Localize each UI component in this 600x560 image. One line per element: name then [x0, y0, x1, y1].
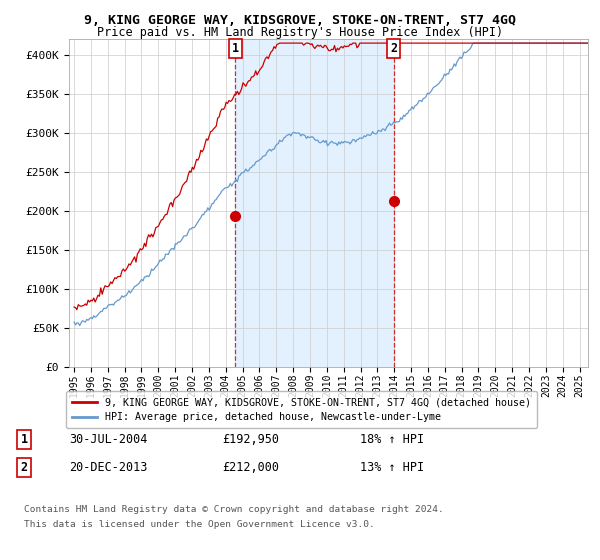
- Text: 2: 2: [390, 42, 397, 55]
- Text: 30-JUL-2004: 30-JUL-2004: [69, 433, 148, 446]
- Text: Contains HM Land Registry data © Crown copyright and database right 2024.: Contains HM Land Registry data © Crown c…: [24, 505, 444, 514]
- Text: Price paid vs. HM Land Registry's House Price Index (HPI): Price paid vs. HM Land Registry's House …: [97, 26, 503, 39]
- Text: 1: 1: [20, 433, 28, 446]
- Text: 9, KING GEORGE WAY, KIDSGROVE, STOKE-ON-TRENT, ST7 4GQ: 9, KING GEORGE WAY, KIDSGROVE, STOKE-ON-…: [84, 14, 516, 27]
- Text: £212,000: £212,000: [222, 461, 279, 474]
- Text: 2: 2: [20, 461, 28, 474]
- Text: £192,950: £192,950: [222, 433, 279, 446]
- Text: 1: 1: [232, 42, 239, 55]
- Legend: 9, KING GEORGE WAY, KIDSGROVE, STOKE-ON-TRENT, ST7 4GQ (detached house), HPI: Av: 9, KING GEORGE WAY, KIDSGROVE, STOKE-ON-…: [67, 391, 538, 428]
- Text: 20-DEC-2013: 20-DEC-2013: [69, 461, 148, 474]
- Text: 13% ↑ HPI: 13% ↑ HPI: [360, 461, 424, 474]
- Bar: [235, 39, 394, 367]
- Text: This data is licensed under the Open Government Licence v3.0.: This data is licensed under the Open Gov…: [24, 520, 375, 529]
- Text: 18% ↑ HPI: 18% ↑ HPI: [360, 433, 424, 446]
